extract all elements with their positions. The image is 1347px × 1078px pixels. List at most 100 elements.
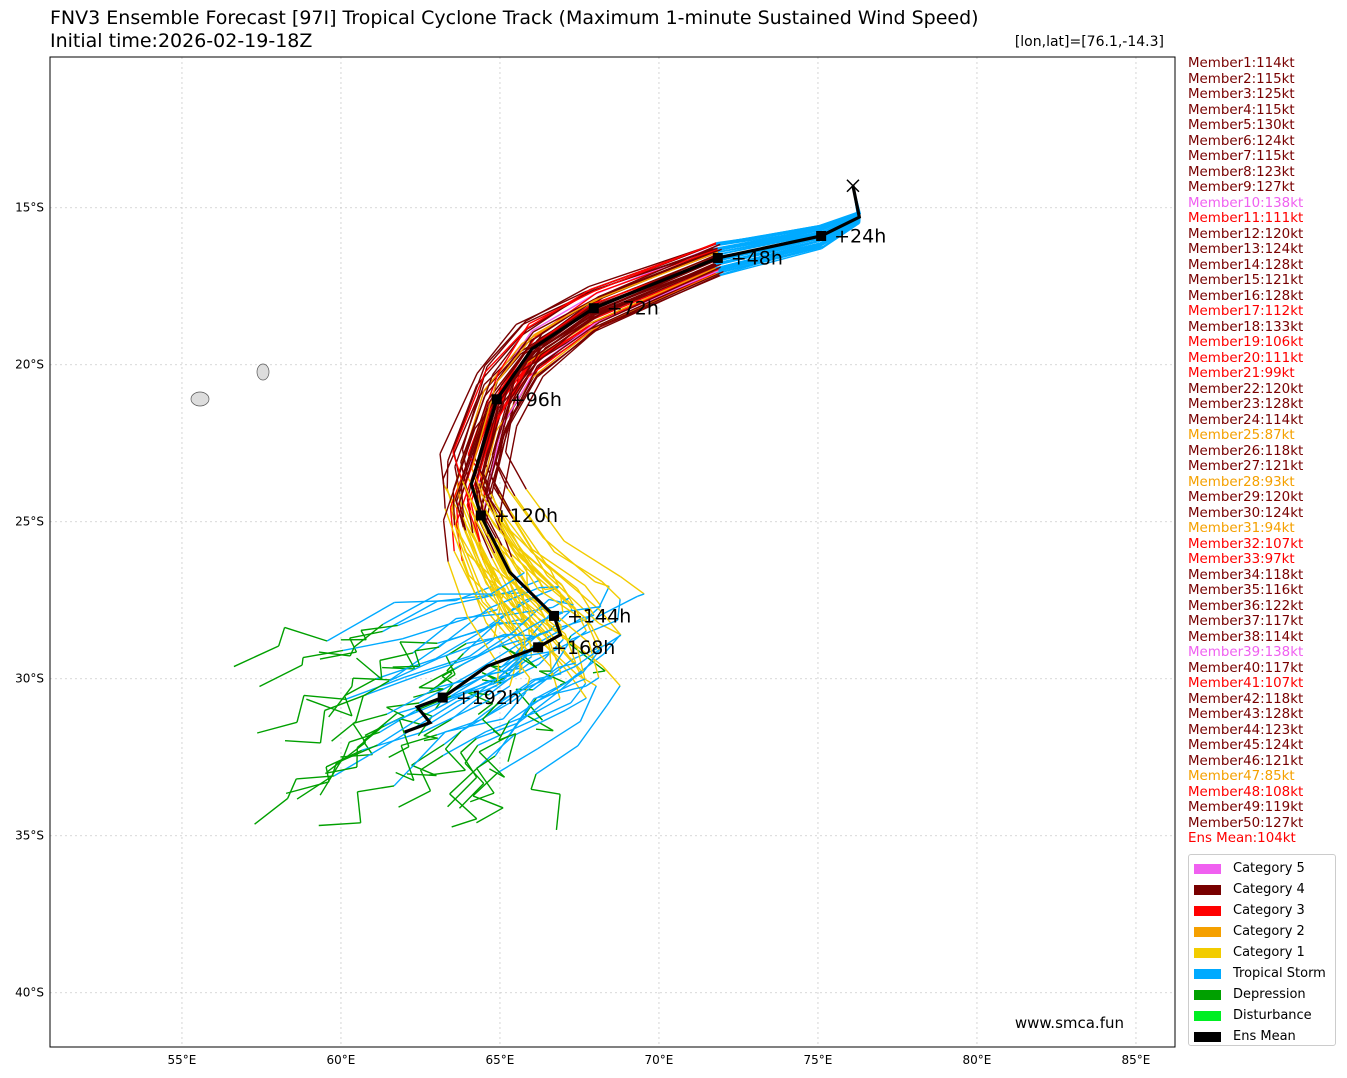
member-track-segment — [490, 476, 511, 512]
member-track-segment — [491, 536, 540, 581]
member-track-segment — [466, 504, 481, 542]
coord-readout: [lon,lat]=[76.1,-14.3] — [1014, 34, 1164, 50]
member-entry: Member17:112kt — [1188, 304, 1304, 319]
member-track-segment — [717, 228, 821, 249]
legend-item-mean: Ens Mean — [1194, 1026, 1335, 1047]
member-track-segment — [318, 651, 351, 657]
member-track-segment — [399, 641, 438, 644]
member-track-segment — [419, 769, 432, 792]
member-track-segment — [477, 702, 494, 716]
member-track-segment — [484, 685, 511, 703]
member-track-segment — [444, 730, 462, 750]
member-entry: Member18:133kt — [1188, 319, 1304, 335]
member-track-segment — [284, 626, 328, 642]
member-track-segment — [356, 657, 383, 680]
track-time-label: +168h — [551, 637, 615, 659]
member-track-segment — [599, 263, 722, 316]
member-track-segment — [352, 677, 391, 681]
member-track-segment — [500, 684, 534, 701]
member-track-segment — [331, 720, 357, 742]
member-track-segment — [383, 699, 446, 727]
member-entry: Member15:121kt — [1188, 273, 1304, 288]
member-track-segment — [520, 548, 563, 587]
x-tick-label: 65°E — [486, 1053, 515, 1067]
legend-item-dist: Disturbance — [1194, 1005, 1335, 1026]
member-entry: Member1:114kt — [1188, 56, 1295, 71]
member-track-segment — [720, 242, 823, 268]
member-track-segment — [532, 327, 595, 378]
member-track-segment — [590, 624, 603, 647]
member-track-segment — [547, 608, 573, 633]
member-track-segment — [342, 638, 403, 652]
member-track-segment — [398, 718, 410, 747]
member-track-segment — [476, 755, 496, 769]
member-track-segment — [571, 644, 606, 661]
member-track-segment — [714, 233, 821, 257]
member-track-segment — [568, 656, 583, 672]
member-track-segment — [464, 744, 479, 764]
member-track-segment — [537, 588, 592, 626]
member-track-segment — [523, 634, 527, 650]
member-track-segment — [528, 323, 594, 366]
x-tick-label: 70°E — [645, 1053, 674, 1067]
member-track-segment — [460, 752, 478, 778]
member-entry: Member45:124kt — [1188, 738, 1304, 753]
member-track-segment — [517, 689, 562, 724]
member-track-segment — [525, 285, 590, 322]
member-track-segment — [525, 288, 591, 330]
member-track-segment — [452, 451, 463, 480]
member-entry: Member8:123kt — [1188, 164, 1295, 180]
member-track-segment — [469, 792, 495, 803]
x-tick-label: 60°E — [327, 1053, 356, 1067]
member-track-segment — [585, 677, 600, 687]
member-track-segment — [478, 751, 506, 778]
member-track-segment — [535, 678, 552, 681]
member-track-segment — [484, 576, 530, 611]
member-track-segment — [497, 331, 534, 380]
member-track-segment — [606, 685, 621, 706]
member-track-segment — [519, 556, 562, 596]
member-track-segment — [445, 718, 504, 733]
member-track-segment — [516, 376, 544, 427]
member-track-segment — [352, 723, 367, 743]
member-track-segment — [550, 639, 572, 672]
member-track-segment — [590, 243, 717, 291]
y-tick-label: 40°S — [15, 986, 44, 1000]
member-track-segment — [356, 791, 362, 823]
member-track-segment — [820, 218, 860, 242]
member-track-segment — [553, 551, 603, 582]
legend-swatch — [1194, 989, 1221, 1000]
member-track-segment — [604, 634, 622, 646]
member-track-segment — [484, 324, 523, 366]
member-track-segment — [382, 666, 415, 670]
member-track-segment — [484, 328, 527, 373]
member-track-segment — [584, 585, 602, 607]
member-track-segment — [564, 697, 587, 711]
member-track-segment — [318, 822, 361, 827]
member-entry: Member37:117kt — [1188, 614, 1304, 629]
member-track-segment — [343, 695, 353, 717]
member-track-segment — [533, 685, 587, 700]
member-track-segment — [456, 684, 498, 703]
member-track-segment — [488, 663, 529, 696]
member-track-segment — [482, 487, 504, 519]
member-track-segment — [486, 320, 527, 368]
member-track-segment — [472, 795, 504, 809]
member-track-segment — [579, 685, 597, 722]
member-track-segment — [439, 373, 478, 455]
member-track-segment — [362, 680, 390, 697]
member-track-segment — [507, 698, 535, 737]
member-track-segment — [376, 658, 436, 680]
member-track-segment — [454, 499, 467, 531]
member-track-segment — [592, 670, 606, 674]
member-track-segment — [377, 714, 425, 746]
member-track-segment — [820, 214, 861, 234]
member-track-segment — [319, 710, 326, 744]
member-entry: Member32:107kt — [1188, 536, 1304, 552]
member-track-segment — [477, 735, 514, 769]
member-entry: Ens Mean:104kt — [1188, 831, 1296, 846]
member-track-segment — [464, 530, 488, 579]
member-track-segment — [386, 706, 405, 717]
member-track-segment — [489, 768, 505, 778]
